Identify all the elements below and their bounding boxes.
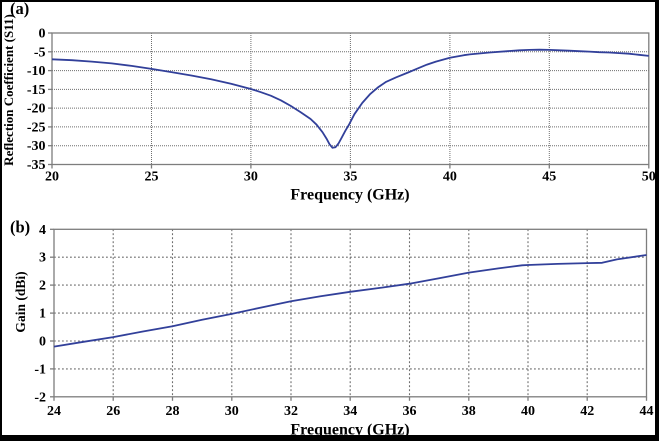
svg-text:-20: -20	[27, 102, 46, 117]
svg-text:Reflection Coefficient (S11): Reflection Coefficient (S11)	[1, 14, 16, 166]
svg-text:2: 2	[39, 279, 46, 294]
svg-text:34: 34	[343, 404, 357, 419]
svg-text:26: 26	[106, 404, 120, 419]
svg-text:0: 0	[39, 335, 46, 350]
svg-text:24: 24	[47, 404, 61, 419]
svg-text:-1: -1	[34, 362, 46, 377]
svg-text:-10: -10	[27, 64, 46, 79]
svg-text:3: 3	[39, 251, 46, 266]
svg-text:50: 50	[642, 170, 656, 185]
svg-text:45: 45	[542, 170, 556, 185]
svg-text:Gain (dBi): Gain (dBi)	[13, 271, 28, 332]
svg-text:Frequency (GHz): Frequency (GHz)	[290, 422, 409, 439]
svg-text:42: 42	[580, 404, 594, 419]
svg-text:-2: -2	[34, 390, 46, 405]
svg-text:40: 40	[443, 170, 457, 185]
svg-text:35: 35	[343, 170, 357, 185]
svg-text:-5: -5	[34, 45, 46, 60]
svg-text:(a): (a)	[10, 0, 29, 18]
svg-text:30: 30	[225, 404, 239, 419]
svg-text:44: 44	[640, 404, 654, 419]
svg-text:25: 25	[145, 170, 159, 185]
svg-text:4: 4	[39, 223, 46, 238]
svg-text:(b): (b)	[10, 218, 30, 237]
svg-text:1: 1	[39, 307, 46, 322]
svg-text:30: 30	[244, 170, 258, 185]
svg-text:-15: -15	[27, 83, 46, 98]
svg-text:0: 0	[39, 27, 46, 42]
svg-text:28: 28	[166, 404, 180, 419]
svg-text:40: 40	[521, 404, 535, 419]
svg-text:20: 20	[45, 170, 59, 185]
svg-text:-30: -30	[27, 139, 46, 154]
svg-text:32: 32	[284, 404, 298, 419]
svg-text:Frequency (GHz): Frequency (GHz)	[290, 187, 409, 204]
svg-text:-25: -25	[27, 120, 46, 135]
svg-text:38: 38	[462, 404, 476, 419]
svg-text:-35: -35	[27, 158, 46, 173]
svg-text:36: 36	[403, 404, 417, 419]
